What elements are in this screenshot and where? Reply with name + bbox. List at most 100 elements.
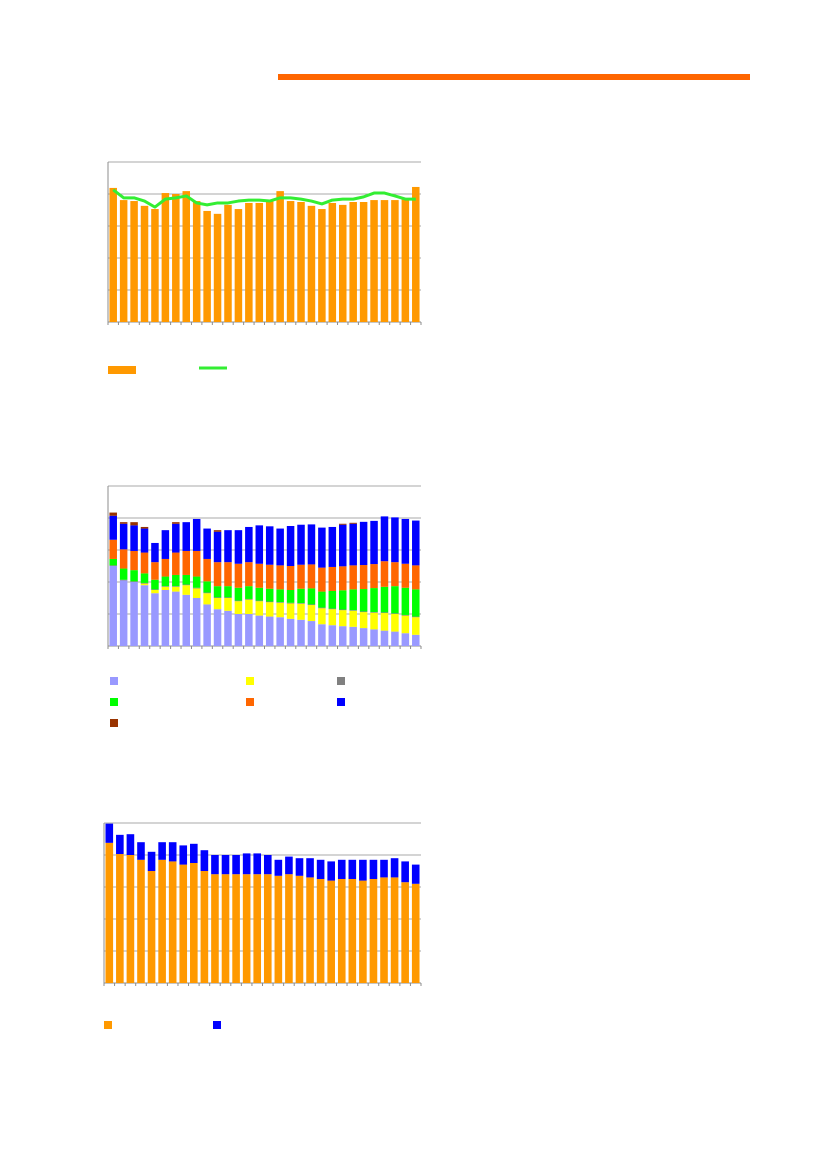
bar	[369, 879, 378, 983]
bar	[234, 601, 243, 614]
bar	[158, 859, 166, 983]
bar	[412, 565, 420, 590]
bar	[116, 854, 124, 983]
bar	[161, 530, 170, 559]
bar	[370, 520, 378, 565]
bar	[192, 518, 201, 551]
bar	[224, 530, 232, 563]
bar	[327, 880, 335, 983]
legend-swatch	[246, 677, 254, 685]
bar	[307, 605, 316, 622]
bar	[316, 859, 325, 879]
bar	[349, 523, 357, 566]
bar	[265, 601, 274, 603]
bar	[307, 604, 316, 606]
bar	[151, 542, 159, 563]
bar	[401, 633, 410, 646]
bar	[328, 590, 337, 609]
bar	[401, 199, 410, 322]
bar	[338, 204, 347, 322]
bar	[151, 589, 159, 590]
bar	[126, 855, 135, 983]
bar	[285, 874, 293, 983]
bar	[200, 871, 209, 983]
bar	[391, 613, 399, 614]
bar	[140, 205, 149, 322]
bar	[391, 517, 399, 563]
bar	[182, 550, 191, 575]
bar	[234, 209, 243, 322]
bar	[140, 526, 149, 529]
legend-swatch	[246, 698, 254, 706]
bar	[130, 582, 138, 646]
bar	[119, 568, 128, 580]
bar	[192, 587, 201, 589]
bar	[265, 526, 274, 565]
bar	[380, 612, 389, 614]
bar	[161, 576, 170, 587]
bar	[192, 550, 201, 577]
bar	[369, 859, 378, 879]
bar	[411, 883, 420, 983]
bar	[203, 581, 211, 593]
bar	[255, 601, 264, 616]
bar	[192, 598, 201, 646]
bar	[255, 202, 264, 322]
bar	[151, 579, 159, 590]
bar	[318, 624, 326, 646]
bar	[109, 515, 117, 540]
bar	[182, 574, 191, 585]
bar	[158, 842, 166, 860]
bar	[286, 603, 295, 619]
bar	[232, 855, 240, 875]
bar	[338, 566, 347, 591]
bar	[211, 874, 219, 983]
bar	[349, 610, 357, 611]
bar	[274, 859, 283, 876]
bar	[370, 612, 378, 613]
bar	[192, 201, 201, 322]
bar	[213, 531, 222, 563]
legend-swatch	[110, 698, 118, 706]
bar	[359, 859, 367, 881]
bar	[265, 201, 274, 322]
bar	[119, 549, 128, 569]
bar	[172, 194, 180, 322]
bar	[318, 591, 326, 608]
bar	[255, 525, 264, 564]
bar	[245, 599, 253, 614]
bar	[119, 579, 128, 581]
bar	[253, 853, 262, 875]
bar	[276, 617, 284, 646]
bar	[192, 588, 201, 598]
bar	[179, 845, 188, 865]
bar	[140, 585, 149, 646]
bar	[161, 586, 170, 587]
bar	[412, 616, 420, 618]
bar	[263, 855, 272, 875]
bar	[203, 592, 211, 594]
bar	[221, 874, 230, 983]
bar	[172, 522, 180, 524]
bar	[412, 186, 420, 322]
bar	[203, 604, 211, 646]
bar	[234, 614, 243, 646]
bar	[234, 563, 243, 588]
bar	[213, 598, 222, 610]
bar	[318, 607, 326, 609]
bar	[297, 202, 305, 322]
bar	[316, 879, 325, 983]
bar	[307, 524, 316, 565]
bar	[359, 612, 368, 629]
bar	[265, 602, 274, 617]
bar	[349, 565, 357, 590]
bar	[151, 590, 159, 594]
bar	[307, 588, 316, 605]
bar	[338, 523, 347, 525]
bar	[182, 191, 191, 322]
bar	[297, 603, 305, 604]
bar	[276, 589, 284, 603]
bar	[105, 823, 114, 843]
bar	[328, 625, 337, 646]
bar	[213, 562, 222, 587]
